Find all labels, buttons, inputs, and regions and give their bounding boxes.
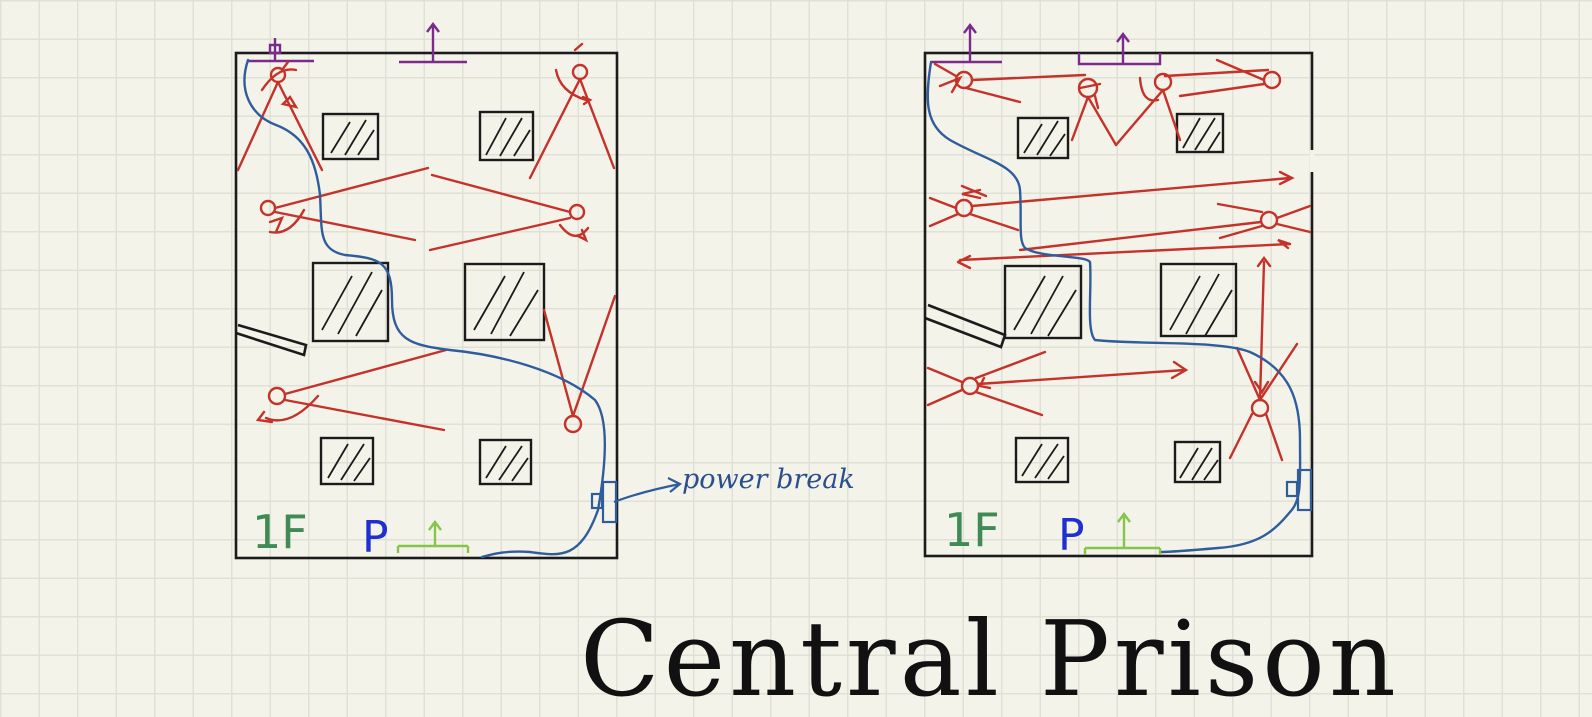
right-guard-mid-left xyxy=(928,170,1295,232)
right-escape-route xyxy=(926,60,1302,554)
right-crate xyxy=(1016,116,1070,160)
right-floor-label: 1F xyxy=(944,503,1000,557)
left-guard-top-left xyxy=(236,60,324,172)
left-crate xyxy=(478,438,533,486)
left-escape-route xyxy=(243,58,606,559)
power-break-annotation: power break xyxy=(682,464,855,495)
right-door-top-center xyxy=(1077,32,1162,66)
left-guard-mid-right xyxy=(428,173,590,252)
left-guard-lower-left xyxy=(255,348,448,432)
left-flag-marker: P xyxy=(362,512,389,563)
left-door-top-left xyxy=(248,38,314,63)
left-power-box xyxy=(590,477,683,524)
left-floor-label: 1F xyxy=(252,505,308,559)
left-guard-top-right xyxy=(528,42,616,180)
left-guard-mid-left xyxy=(259,166,430,242)
left-crate xyxy=(321,112,380,161)
right-door-top-left xyxy=(931,23,1002,64)
left-guard-lower-right xyxy=(542,294,617,434)
right-crate xyxy=(1175,112,1225,154)
left-crate xyxy=(311,261,390,343)
right-guard-mid-arrow xyxy=(956,242,1292,270)
right-flag-marker: P xyxy=(1058,510,1085,561)
left-crate xyxy=(319,436,375,486)
right-guard-mid-right xyxy=(1018,202,1312,252)
left-door-top-center xyxy=(399,22,467,64)
right-exit-marker xyxy=(1083,512,1162,555)
right-bench xyxy=(924,303,1007,349)
right-crate xyxy=(1159,262,1238,338)
right-crate xyxy=(1003,264,1083,340)
right-crate xyxy=(1014,436,1070,484)
left-crate xyxy=(478,110,535,162)
right-guard-top-4 xyxy=(1178,58,1282,98)
left-map-outer-walls xyxy=(234,51,619,560)
right-guard-top-1 xyxy=(933,62,1087,104)
right-power-box xyxy=(1285,468,1313,512)
right-map-outer-walls xyxy=(923,51,1314,558)
right-guard-top-3 xyxy=(1114,68,1270,147)
left-crate xyxy=(463,262,546,342)
map-left: power break 1F P xyxy=(234,22,855,563)
right-guard-top-2 xyxy=(1070,77,1118,147)
right-guard-lower-left xyxy=(926,350,1189,417)
left-exit-marker xyxy=(396,520,470,553)
right-crate xyxy=(1173,440,1222,484)
map-right: 1F P xyxy=(923,23,1315,561)
map-title: Central Prison xyxy=(580,598,1400,717)
left-bench xyxy=(235,323,308,357)
